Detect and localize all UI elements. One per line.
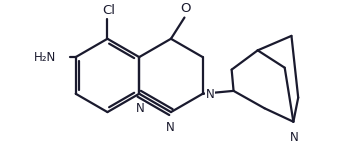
Text: Cl: Cl	[102, 4, 115, 17]
Text: N: N	[206, 88, 214, 101]
Text: N: N	[166, 121, 174, 134]
Text: O: O	[180, 2, 191, 15]
Text: H₂N: H₂N	[34, 51, 57, 64]
Text: N: N	[290, 131, 299, 144]
Text: N: N	[136, 102, 144, 116]
